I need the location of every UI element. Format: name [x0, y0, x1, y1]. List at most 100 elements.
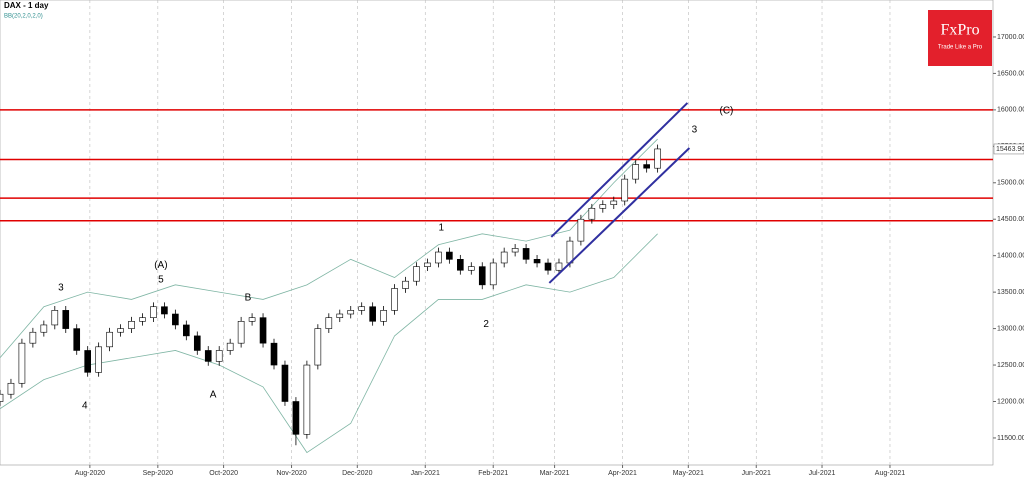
candle-body [424, 262, 431, 267]
x-tick-label: Feb-2021 [478, 470, 508, 477]
candle-body [446, 251, 453, 260]
chart-title: DAX - 1 day [4, 1, 49, 10]
candle-body [29, 331, 37, 344]
candle-body [654, 148, 661, 169]
wave-label: 5 [158, 274, 164, 285]
x-tick-label: Apr-2021 [608, 470, 637, 477]
candle-body [544, 262, 552, 271]
candle-body [511, 248, 519, 253]
candle-body [215, 350, 223, 362]
candle-body [413, 266, 420, 282]
plot-area [0, 0, 994, 466]
logo-tagline: Trade Like a Pro [938, 45, 983, 51]
x-tick-label: Jul-2021 [809, 470, 836, 477]
y-tick-label: 13000.00 [997, 325, 1024, 332]
candle-body [40, 324, 48, 333]
x-tick-label: Dec-2020 [342, 470, 372, 477]
last-price-label: 15463.90 [996, 146, 1024, 153]
candle-body [577, 218, 585, 242]
y-tick-label: 12000.00 [997, 398, 1024, 405]
candle-body [204, 350, 212, 362]
candle-body [193, 335, 201, 351]
x-tick-label: Mar-2021 [540, 470, 570, 477]
candle-body [632, 164, 640, 180]
candle-body [457, 259, 464, 271]
logo: FxPro Trade Like a Pro [89, 0, 992, 465]
x-tick-label: Nov-2020 [276, 470, 306, 477]
candle-body [314, 328, 322, 366]
candle-body [106, 331, 113, 348]
candle-body [467, 266, 475, 271]
wave-label: 3 [58, 283, 64, 294]
x-tick-label: Aug-2020 [75, 470, 105, 477]
logo-brand: FxPro [940, 22, 979, 39]
candle-body [599, 204, 607, 209]
bollinger-band [0, 233, 658, 454]
candle-body [281, 364, 289, 402]
y-tick-label: 15000.00 [997, 180, 1024, 187]
candle-body [270, 342, 278, 366]
candle-body [0, 393, 4, 402]
candle-body [643, 164, 650, 169]
candle-body [358, 306, 366, 311]
candle-body [7, 382, 15, 395]
candle-body [128, 321, 135, 329]
x-tick-label: Jan-2021 [411, 470, 440, 477]
candle-body [183, 324, 190, 337]
candle-body [303, 364, 311, 435]
y-tick-label: 13500.00 [997, 289, 1024, 296]
wave-label: 2 [483, 319, 489, 330]
candle-body [172, 313, 179, 326]
y-tick-label: 17000.00 [997, 34, 1024, 41]
channel-line [550, 102, 689, 238]
candle-body [380, 310, 387, 322]
candle-body [139, 317, 146, 322]
candle-body [84, 350, 91, 373]
y-tick-label: 12500.00 [997, 362, 1024, 369]
candle-body [51, 310, 59, 326]
wave-label: 4 [82, 401, 88, 412]
candle-body [325, 317, 333, 329]
candle-body [522, 248, 530, 260]
wave-label: 3 [692, 125, 698, 136]
candle-body [237, 321, 245, 344]
candle-body [391, 288, 398, 311]
candle-body [533, 259, 541, 264]
x-tick-label: Jun-2021 [742, 470, 771, 477]
x-tick-label: Aug-2021 [875, 470, 905, 477]
wave-label: (A) [154, 260, 167, 271]
y-tick-label: 14000.00 [997, 253, 1024, 260]
candle-body [500, 251, 508, 264]
candle-body [248, 317, 256, 322]
candle-body [621, 178, 629, 202]
candle-body [369, 306, 376, 322]
candle-body [610, 200, 618, 205]
candle-body [18, 342, 26, 384]
x-tick-label: Oct-2020 [209, 470, 238, 477]
candle-body [347, 310, 355, 315]
last-price-box [993, 143, 1024, 155]
candle-body [402, 280, 409, 289]
x-tick-label: Sep-2020 [143, 470, 173, 477]
x-tick-label: May-2021 [673, 470, 704, 477]
wave-label: 1 [438, 223, 444, 234]
candle-body [259, 317, 267, 344]
candle-body [161, 306, 168, 315]
candle-body [588, 207, 596, 220]
candle-body [95, 346, 102, 373]
candle-body [555, 262, 563, 271]
y-tick-label: 14500.00 [997, 216, 1024, 223]
candle-body [478, 266, 486, 286]
candle-body [336, 313, 344, 318]
y-tick-label: 16000.00 [997, 107, 1024, 114]
candle-body [435, 251, 442, 264]
bollinger-band [0, 138, 658, 359]
wave-label: (C) [720, 106, 734, 117]
logo-box [928, 10, 992, 66]
wave-label: B [245, 293, 252, 304]
candle-body [117, 328, 124, 333]
candle-body [226, 342, 234, 351]
candle-body [73, 328, 81, 351]
indicator-label: BB(20,2,0,2,0) [4, 14, 43, 20]
